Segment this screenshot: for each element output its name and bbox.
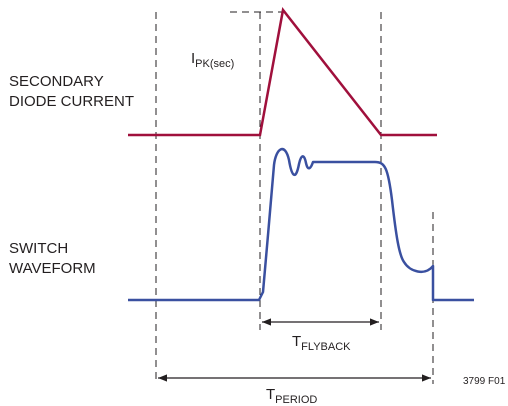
tflyback-sub: FLYBACK	[301, 341, 351, 353]
secondary-label-line2: DIODE CURRENT	[9, 93, 134, 110]
ipk-sub: PK(sec)	[195, 58, 234, 70]
figure-id: 3799 F01	[463, 376, 506, 387]
tflyback-label: TFLYBACK	[292, 333, 351, 353]
tperiod-label: TPERIOD	[266, 386, 317, 406]
switch-label-line1: SWITCH	[9, 240, 68, 257]
ipk-main: I	[191, 50, 195, 67]
secondary-label-line1: SECONDARY	[9, 73, 104, 90]
tperiod-main: T	[266, 386, 275, 403]
diode-current-trace	[128, 7, 437, 137]
switch-waveform-trace	[128, 147, 474, 302]
ipk-label: IPK(sec)	[191, 50, 234, 70]
switch-label-line2: WAVEFORM	[9, 260, 96, 277]
tflyback-main: T	[292, 333, 301, 350]
tperiod-sub: PERIOD	[275, 394, 317, 406]
